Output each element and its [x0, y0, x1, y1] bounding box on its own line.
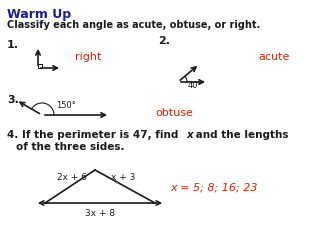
Text: 3x + 8: 3x + 8 [85, 209, 115, 218]
Bar [38, 64, 42, 68]
Text: 1.: 1. [7, 40, 19, 50]
Text: 150°: 150° [56, 101, 76, 110]
Text: 3.: 3. [7, 95, 19, 105]
Text: 2.: 2. [158, 36, 170, 46]
Text: acute: acute [258, 52, 289, 62]
Text: Classify each angle as acute, obtuse, or right.: Classify each angle as acute, obtuse, or… [7, 20, 260, 30]
Text: 2x + 6: 2x + 6 [57, 173, 87, 181]
Text: 4. If the perimeter is 47, find: 4. If the perimeter is 47, find [7, 130, 182, 140]
Text: obtuse: obtuse [155, 108, 193, 118]
Text: Warm Up: Warm Up [7, 8, 71, 21]
Text: of the three sides.: of the three sides. [16, 142, 124, 152]
Text: x = 5; 8; 16; 23: x = 5; 8; 16; 23 [170, 183, 258, 193]
Text: 40°: 40° [188, 81, 203, 90]
Text: x + 3: x + 3 [111, 173, 135, 181]
Text: and the lengths: and the lengths [192, 130, 289, 140]
Text: right: right [75, 52, 101, 62]
Text: x: x [186, 130, 193, 140]
